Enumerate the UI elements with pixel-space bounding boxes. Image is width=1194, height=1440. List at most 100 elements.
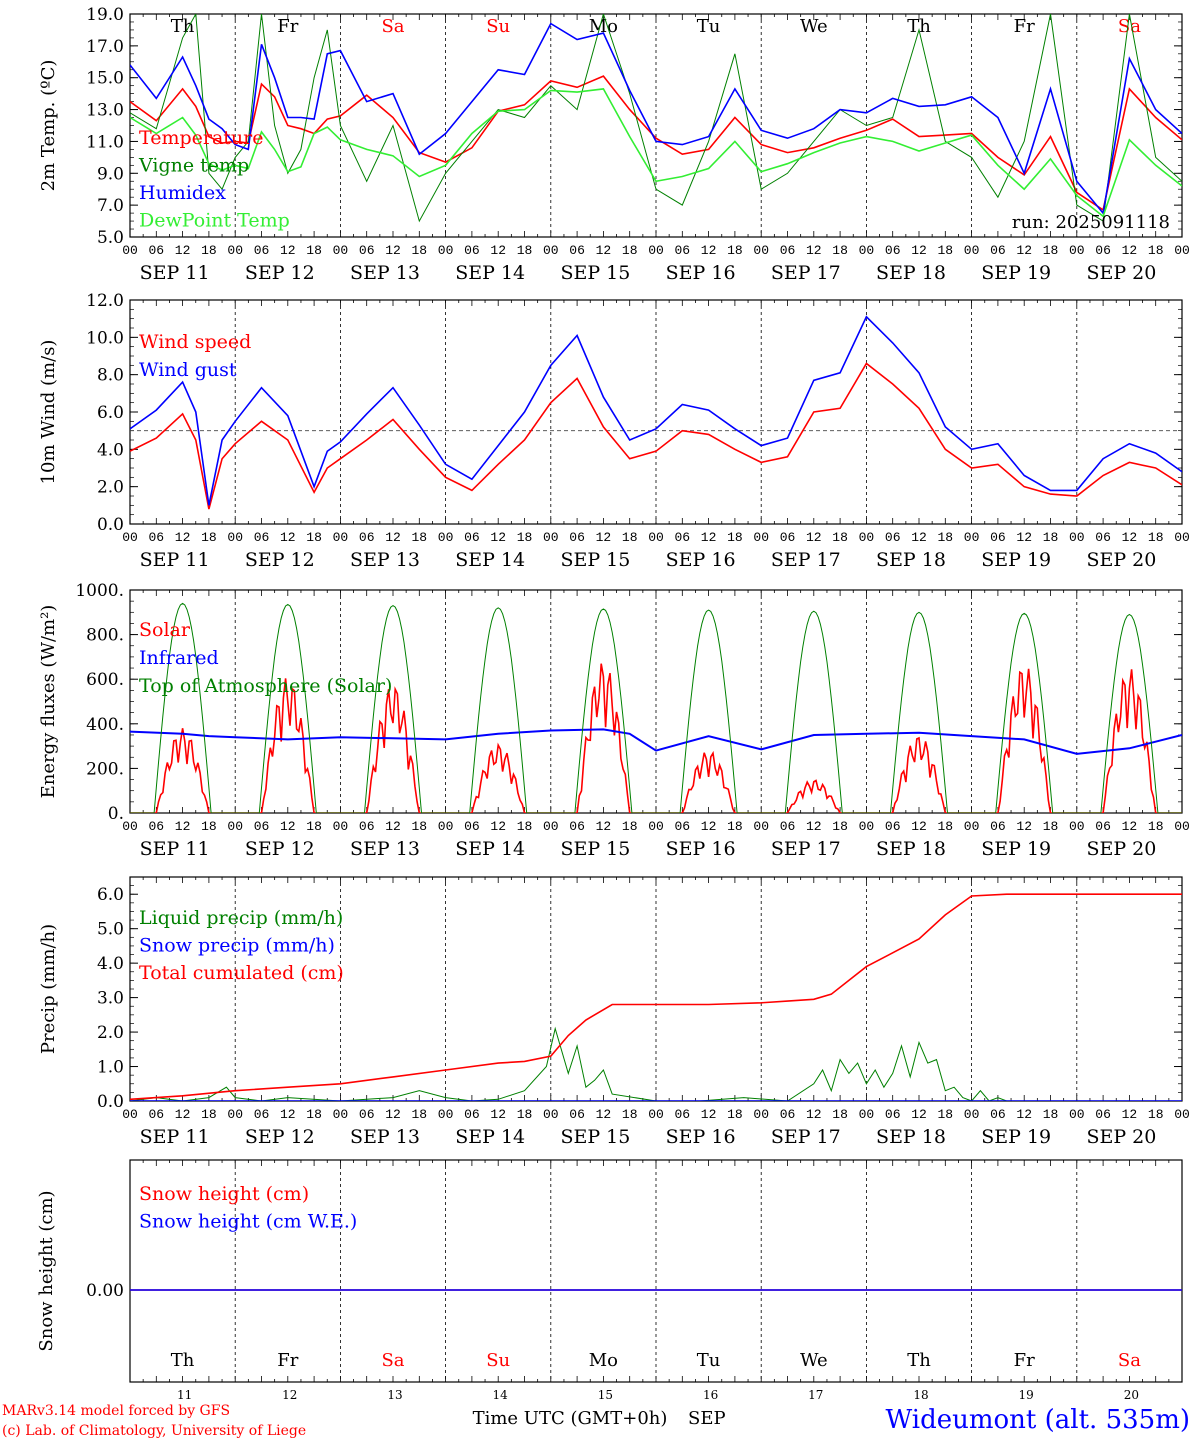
hour-tick-label: 12: [701, 1107, 717, 1122]
date-label: SEP 14: [455, 1126, 525, 1148]
legend-entry: Infrared: [139, 647, 219, 669]
hour-tick-label: 12: [490, 1107, 506, 1122]
date-label: SEP 19: [981, 262, 1051, 284]
hour-tick-label: 12: [1122, 1107, 1138, 1122]
hour-tick-label: 06: [1095, 819, 1111, 834]
y-tick-label: 400.: [86, 715, 124, 735]
hour-tick-label: 06: [674, 1107, 690, 1122]
date-label: SEP 18: [876, 1126, 946, 1148]
weekday-label: Fr: [277, 16, 298, 37]
date-label: SEP 16: [666, 838, 736, 860]
y-axis-label: Snow height (cm): [36, 1190, 57, 1351]
plot-area: [130, 315, 1182, 510]
plot-frame: [129, 299, 1183, 525]
weekday-label: Sa: [1118, 1350, 1141, 1371]
date-label: SEP 15: [560, 549, 630, 571]
hour-tick-label: 06: [254, 530, 270, 545]
hour-tick-label: 18: [1043, 1107, 1059, 1122]
y-tick-label: 2.0: [97, 478, 124, 498]
weekday-label: Su: [486, 1350, 510, 1371]
hour-tick-label: 18: [306, 819, 322, 834]
day-number-label: 20: [1124, 1388, 1139, 1402]
date-label: SEP 20: [1086, 262, 1156, 284]
day-number-label: 18: [913, 1388, 928, 1402]
hour-tick-label: 12: [175, 530, 191, 545]
hour-tick-label: 18: [727, 819, 743, 834]
date-label: SEP 15: [560, 838, 630, 860]
hour-tick-label: 12: [1016, 530, 1032, 545]
hour-tick-label: 18: [517, 243, 533, 258]
hour-tick-label: 18: [622, 530, 638, 545]
y-tick-label: 1.0: [97, 1058, 124, 1078]
series-line-wind-speed: [130, 362, 1182, 510]
weekday-label: Th: [171, 16, 195, 37]
y-tick-label: 10.0: [86, 328, 124, 348]
hour-tick-label: 18: [622, 243, 638, 258]
panel-wind: 0.0 2.0 4.0 6.0 8.0 10.0 12.0 10m Wind (m/s) 00 0…: [38, 291, 1190, 571]
y-tick-label: 0.: [108, 804, 124, 824]
hour-tick-label: 00: [122, 1107, 138, 1122]
hour-tick-label: 06: [885, 1107, 901, 1122]
legend-entry: Solar: [139, 619, 191, 641]
weekday-label: Mo: [589, 1350, 618, 1371]
hour-tick-label: 18: [201, 1107, 217, 1122]
hour-tick-label: 18: [832, 530, 848, 545]
day-number-label: 19: [1019, 1388, 1034, 1402]
date-label: SEP 11: [140, 1126, 210, 1148]
plot-area: [130, 14, 1182, 223]
hour-tick-label: 12: [385, 530, 401, 545]
hour-tick-label: 12: [911, 1107, 927, 1122]
date-label: SEP 12: [245, 262, 315, 284]
legend-entry: Liquid precip (mm/h): [139, 907, 343, 929]
hour-tick-label: 12: [596, 819, 612, 834]
hour-tick-label: 00: [227, 819, 243, 834]
hour-tick-label: 06: [254, 819, 270, 834]
hour-tick-label: 18: [727, 530, 743, 545]
date-label: SEP 11: [140, 838, 210, 860]
hour-tick-label: 18: [411, 530, 427, 545]
date-label: SEP 15: [560, 262, 630, 284]
hour-tick-label: 00: [964, 243, 980, 258]
date-label: SEP 17: [771, 549, 841, 571]
hour-tick-label: 06: [780, 819, 796, 834]
hour-tick-label: 06: [148, 1107, 164, 1122]
hour-tick-label: 18: [517, 1107, 533, 1122]
date-label: SEP 18: [876, 262, 946, 284]
hour-tick-label: 12: [911, 530, 927, 545]
hour-tick-label: 00: [333, 1107, 349, 1122]
y-tick-label: 13.0: [86, 101, 124, 121]
legend-entry: Top of Atmosphere (Solar): [139, 675, 392, 697]
date-label: SEP 12: [245, 1126, 315, 1148]
y-tick-label: 5.0: [97, 228, 124, 248]
legend-entry: Temperature: [139, 127, 263, 149]
hour-tick-label: 00: [227, 530, 243, 545]
date-label: SEP 19: [981, 838, 1051, 860]
hour-tick-label: 12: [490, 243, 506, 258]
hour-tick-label: 18: [832, 1107, 848, 1122]
hour-tick-label: 06: [569, 530, 585, 545]
weekday-label: Sa: [381, 1350, 404, 1371]
hour-tick-label: 18: [201, 530, 217, 545]
hour-tick-label: 12: [1122, 819, 1138, 834]
hour-tick-label: 00: [859, 530, 875, 545]
hour-tick-label: 06: [464, 243, 480, 258]
date-label: SEP 19: [981, 1126, 1051, 1148]
date-label: SEP 16: [666, 1126, 736, 1148]
date-label: SEP 17: [771, 1126, 841, 1148]
date-label: SEP 11: [140, 262, 210, 284]
hour-tick-label: 06: [1095, 243, 1111, 258]
legend-entry: DewPoint Temp: [139, 210, 290, 232]
weekday-label: We: [800, 1350, 828, 1371]
hour-tick-label: 00: [648, 530, 664, 545]
hour-tick-label: 00: [543, 819, 559, 834]
hour-tick-label: 00: [1174, 1107, 1190, 1122]
hour-tick-label: 00: [859, 819, 875, 834]
hour-tick-label: 00: [333, 243, 349, 258]
y-tick-label: 2.0: [97, 1023, 124, 1043]
legend-entry: Snow precip (mm/h): [139, 935, 335, 957]
hour-tick-label: 12: [701, 243, 717, 258]
hour-tick-label: 18: [622, 819, 638, 834]
y-tick-label: 3.0: [97, 989, 124, 1009]
hour-tick-label: 12: [596, 530, 612, 545]
hour-tick-label: 12: [806, 819, 822, 834]
